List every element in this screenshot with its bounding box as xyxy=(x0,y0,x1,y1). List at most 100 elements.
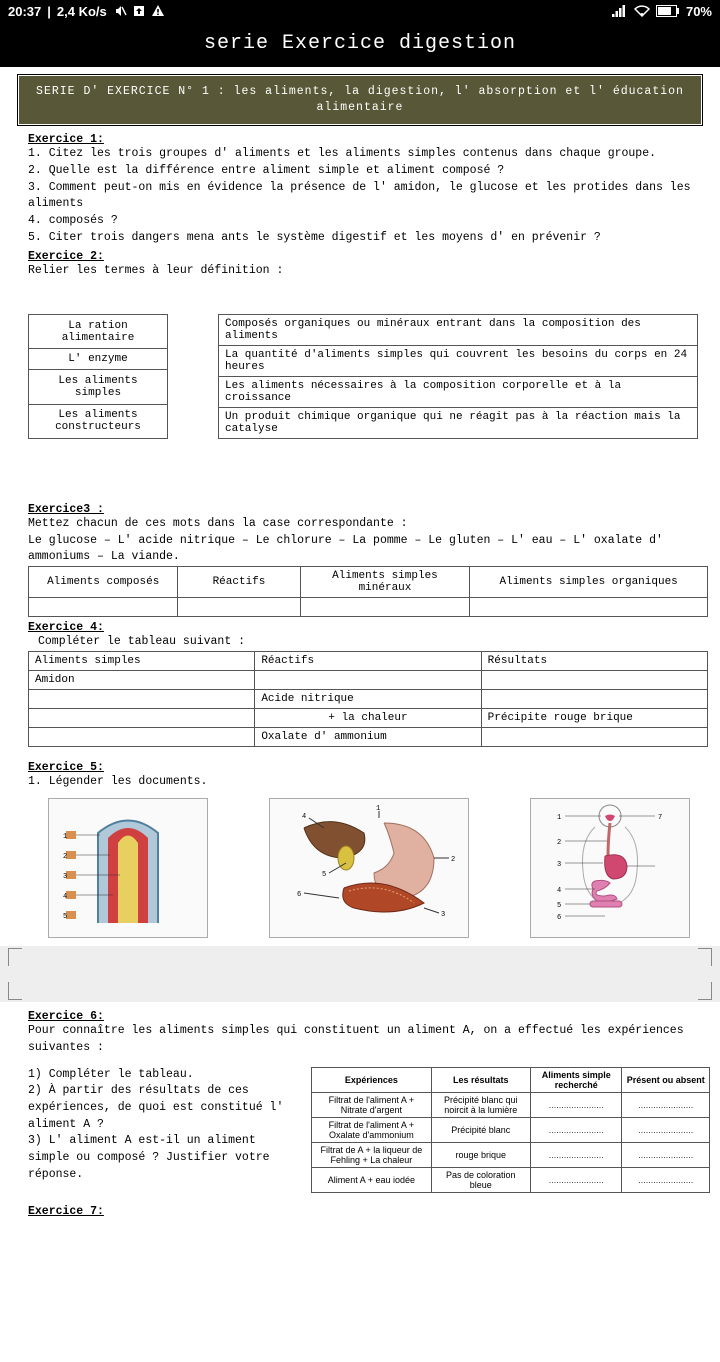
table-header: Réactifs xyxy=(178,566,300,597)
svg-text:3: 3 xyxy=(63,873,67,881)
ex3-intro2: Le glucose – L' acide nitrique – Le chlo… xyxy=(28,533,710,566)
status-speed: 2,4 Ko/s xyxy=(57,4,107,19)
svg-text:4: 4 xyxy=(302,813,306,821)
signal-icon xyxy=(612,5,628,17)
table-cell xyxy=(481,670,707,689)
battery-pct: 70% xyxy=(686,4,712,19)
svg-text:3: 3 xyxy=(441,911,445,919)
status-bar: 20:37 | 2,4 Ko/s 70% xyxy=(0,0,720,22)
table-cell: Précipité blanc qui noircit à la lumière xyxy=(431,1092,530,1117)
svg-text:3: 3 xyxy=(557,861,561,869)
ex2-match-area: La ration alimentaire L' enzyme Les alim… xyxy=(10,314,710,439)
table-cell: Acide nitrique xyxy=(255,689,481,708)
mute-icon xyxy=(113,4,127,18)
table-cell: Oxalate d' ammonium xyxy=(255,727,481,746)
table-cell xyxy=(178,597,300,616)
table-cell xyxy=(29,689,255,708)
table-cell: ...................... xyxy=(622,1142,710,1167)
svg-text:6: 6 xyxy=(557,914,561,922)
status-time: 20:37 xyxy=(8,4,41,19)
ex2-defs-table: Composés organiques ou minéraux entrant … xyxy=(218,314,698,439)
svg-text:5: 5 xyxy=(322,871,326,879)
ex2-terms-table: La ration alimentaire L' enzyme Les alim… xyxy=(28,314,168,439)
table-cell xyxy=(255,670,481,689)
table-cell: La ration alimentaire xyxy=(29,314,168,348)
table-header: Résultats xyxy=(481,651,707,670)
svg-text:2: 2 xyxy=(557,839,561,847)
table-cell xyxy=(29,727,255,746)
table-cell: La quantité d'aliments simples qui couvr… xyxy=(219,345,698,376)
series-banner: SERIE D' EXERCICE N° 1 : les aliments, l… xyxy=(18,75,702,125)
svg-text:2: 2 xyxy=(451,856,455,864)
table-cell: Précipité blanc xyxy=(431,1117,530,1142)
table-cell: Filtrat de l'aliment A + Nitrate d'argen… xyxy=(312,1092,431,1117)
table-header: Aliments simples organiques xyxy=(470,566,708,597)
table-header: Réactifs xyxy=(255,651,481,670)
ex5-intro: 1. Légender les documents. xyxy=(28,774,710,791)
table-cell xyxy=(470,597,708,616)
table-cell: Les aliments simples xyxy=(29,370,168,404)
table-cell: ...................... xyxy=(530,1167,621,1192)
table-cell: L' enzyme xyxy=(29,349,168,370)
ex6-title: Exercice 6: xyxy=(28,1010,710,1023)
table-cell: rouge brique xyxy=(431,1142,530,1167)
ex6-area: 1) Compléter le tableau. 2) À partir des… xyxy=(28,1067,710,1193)
ex1-q2: 2. Quelle est la différence entre alimen… xyxy=(28,163,710,180)
svg-text:1: 1 xyxy=(557,814,561,822)
table-cell: ...................... xyxy=(622,1092,710,1117)
ex1-title: Exercice 1: xyxy=(28,133,710,146)
table-cell: ...................... xyxy=(530,1092,621,1117)
table-cell: Précipite rouge brique xyxy=(481,708,707,727)
ex1-q4: 4. composés ? xyxy=(28,213,710,230)
table-cell: + la chaleur xyxy=(255,708,481,727)
figure-body: 1 2 3 4 5 6 7 xyxy=(530,798,690,938)
table-header: Présent ou absent xyxy=(622,1067,710,1092)
ex5-figures: 1 2 3 4 5 1 xyxy=(28,798,710,938)
table-cell: Amidon xyxy=(29,670,255,689)
table-header: Aliments simple recherché xyxy=(530,1067,621,1092)
warning-icon xyxy=(151,4,165,18)
ex6-q3: 3) L' aliment A est-il un aliment simple… xyxy=(28,1133,297,1183)
table-header: Aliments simples xyxy=(29,651,255,670)
table-cell: Filtrat de l'aliment A + Oxalate d'ammon… xyxy=(312,1117,431,1142)
svg-text:2: 2 xyxy=(63,853,67,861)
ex1-q1: 1. Citez les trois groupes d' aliments e… xyxy=(28,146,710,163)
ex2-title: Exercice 2: xyxy=(28,250,710,263)
wifi-icon xyxy=(634,5,650,17)
svg-text:4: 4 xyxy=(557,887,561,895)
ex6-q2: 2) À partir des résultats de ces expérie… xyxy=(28,1083,297,1133)
svg-text:5: 5 xyxy=(63,913,67,921)
ex6-intro: Pour connaître les aliments simples qui … xyxy=(28,1023,710,1056)
upload-icon xyxy=(133,5,145,17)
table-cell: Aliment A + eau iodée xyxy=(312,1167,431,1192)
table-cell: Pas de coloration bleue xyxy=(431,1167,530,1192)
table-cell: Les aliments constructeurs xyxy=(29,404,168,438)
table-cell: ...................... xyxy=(622,1167,710,1192)
table-cell xyxy=(481,727,707,746)
document-body[interactable]: SERIE D' EXERCICE N° 1 : les aliments, l… xyxy=(0,67,720,1218)
ex5-title: Exercice 5: xyxy=(28,761,710,774)
table-cell: Les aliments nécessaires à la compositio… xyxy=(219,376,698,407)
ex3-intro1: Mettez chacun de ces mots dans la case c… xyxy=(28,516,710,533)
svg-text:5: 5 xyxy=(557,902,561,910)
table-cell: ...................... xyxy=(622,1117,710,1142)
table-cell xyxy=(300,597,470,616)
figure-villus: 1 2 3 4 5 xyxy=(48,798,208,938)
ex2-intro: Relier les termes à leur définition : xyxy=(28,263,710,280)
ex4-intro: Compléter le tableau suivant : xyxy=(28,634,710,651)
table-cell: Filtrat de A + la liqueur de Fehling + L… xyxy=(312,1142,431,1167)
status-left: 20:37 | 2,4 Ko/s xyxy=(8,4,165,19)
ex6-table: Expériences Les résultats Aliments simpl… xyxy=(311,1067,710,1193)
status-sep: | xyxy=(47,4,51,19)
table-cell xyxy=(481,689,707,708)
svg-text:6: 6 xyxy=(297,891,301,899)
status-right: 70% xyxy=(612,4,712,19)
table-cell xyxy=(29,708,255,727)
page-break xyxy=(0,946,720,1002)
table-header: Aliments composés xyxy=(29,566,178,597)
table-cell: Composés organiques ou minéraux entrant … xyxy=(219,314,698,345)
table-header: Expériences xyxy=(312,1067,431,1092)
battery-icon xyxy=(656,5,680,17)
ex4-title: Exercice 4: xyxy=(28,621,710,634)
table-cell: ...................... xyxy=(530,1142,621,1167)
